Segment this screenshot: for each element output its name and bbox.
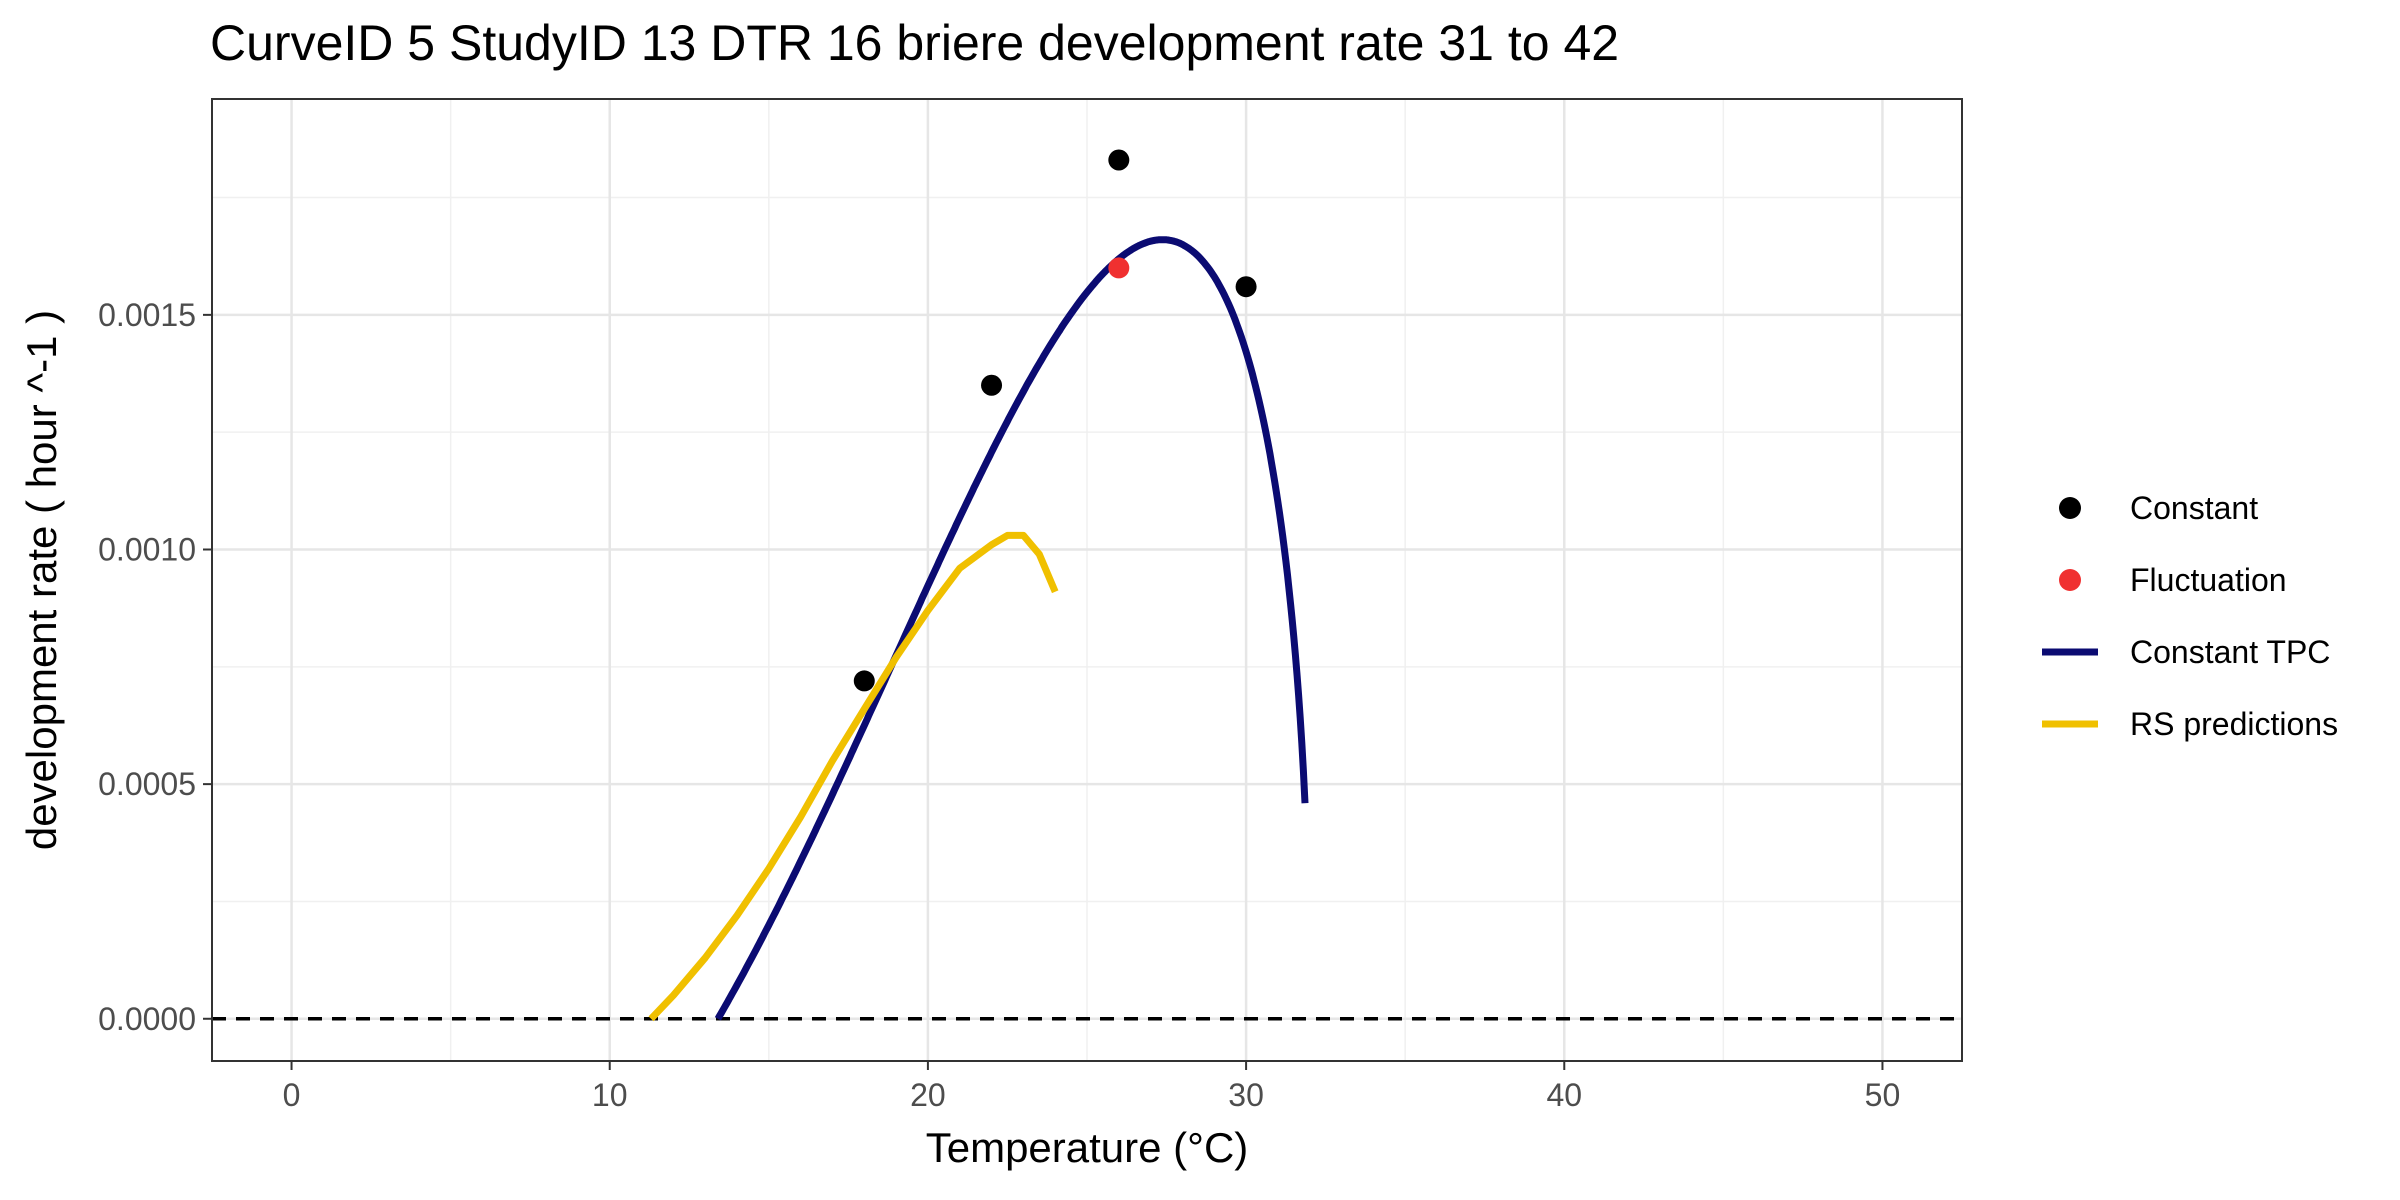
x-tick-label: 0 [283, 1077, 301, 1113]
constant-tpc-line [714, 236, 1309, 1021]
x-tick-label: 10 [592, 1077, 628, 1113]
y-tick-label: 0.0005 [98, 766, 196, 802]
constant-point [1235, 276, 1257, 298]
y-tick-label: 0.0015 [98, 297, 196, 333]
constant-point [1108, 149, 1130, 171]
x-tick-label: 30 [1228, 1077, 1264, 1113]
series-layer [648, 236, 1309, 1022]
chart-title: CurveID 5 StudyID 13 DTR 16 briere devel… [210, 15, 1619, 71]
x-axis-title: Temperature (°C) [926, 1124, 1249, 1171]
legend-label-constant-tpc: Constant TPC [2130, 634, 2330, 670]
y-tick-label: 0.0010 [98, 531, 196, 567]
plot-panel-border [211, 98, 1963, 1062]
y-axis-title: development rate ( hour ^-1 ) [18, 310, 65, 850]
fluctuation-point [1108, 257, 1130, 279]
legend: Constant Fluctuation Constant TPC RS predic… [2042, 490, 2338, 742]
x-tick-label: 40 [1546, 1077, 1582, 1113]
rs-predictions-line [648, 531, 1059, 1022]
legend-label-fluctuation: Fluctuation [2130, 562, 2287, 598]
legend-key-constant [2059, 497, 2081, 519]
points-layer [853, 149, 1257, 692]
constant-point [981, 374, 1003, 396]
legend-key-fluctuation [2059, 569, 2081, 591]
y-axis: 0.0000 0.0005 0.0010 0.0015 [98, 297, 212, 1037]
grid-minor [212, 99, 1962, 1061]
y-tick-label: 0.0000 [98, 1001, 196, 1037]
constant-point [853, 670, 875, 692]
legend-label-constant: Constant [2130, 490, 2258, 526]
x-tick-label: 50 [1865, 1077, 1901, 1113]
x-axis: 0 10 20 30 40 50 [283, 1061, 1901, 1113]
x-tick-label: 20 [910, 1077, 946, 1113]
legend-label-rs-predictions: RS predictions [2130, 706, 2338, 742]
